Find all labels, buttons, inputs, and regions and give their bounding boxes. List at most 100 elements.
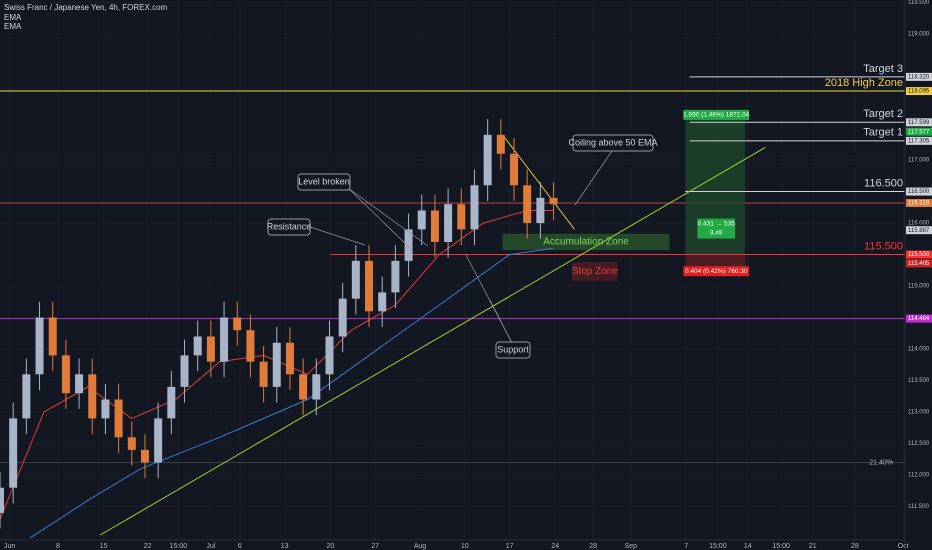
- candle-body: [536, 197, 545, 224]
- callout-box: [297, 173, 351, 191]
- candle-body: [272, 342, 281, 387]
- guide-label: 21.40%: [869, 459, 893, 466]
- price-tag-label: 117.599: [908, 120, 930, 126]
- y-tick-label: 119.500: [908, 0, 930, 6]
- price-tag: [906, 72, 932, 81]
- label-box: [683, 266, 750, 277]
- candle-body: [48, 317, 57, 356]
- callouts: Resistance Level broken Support Coiling …: [267, 134, 658, 359]
- callout-box: [267, 218, 311, 236]
- callout-text: Support: [497, 344, 529, 354]
- candle-body: [101, 399, 110, 419]
- x-tick-label: 15: [100, 543, 108, 550]
- price-tag-label: 115.887: [908, 228, 930, 234]
- candle-body: [299, 374, 308, 400]
- candle-body: [35, 317, 44, 375]
- price-tag-label: 117.577: [908, 129, 930, 135]
- price-tag: [906, 226, 932, 235]
- candle-body: [259, 361, 268, 387]
- stop-label: 0.404 (0.42%) 760.30: [685, 268, 748, 275]
- trend-line: [502, 134, 575, 230]
- candle-body: [312, 374, 321, 400]
- y-tick-label: 112.500: [908, 441, 930, 447]
- callout-box: [495, 341, 531, 359]
- y-tick-label: 115.000: [908, 284, 930, 290]
- price-tag: [906, 187, 932, 196]
- x-tick-label: Jun: [4, 543, 15, 550]
- candle-body: [9, 418, 18, 488]
- candle-body: [325, 336, 334, 375]
- y-tick-label: 114.000: [908, 347, 930, 353]
- candle-body: [285, 342, 294, 375]
- price-tag: [906, 87, 932, 96]
- chart-title: Swiss Franc / Japanese Yen, 4h, FOREX.co…: [4, 3, 168, 12]
- x-tick-label: Sep: [625, 543, 638, 550]
- price-tag-label: 118.320: [908, 74, 930, 80]
- candle-body: [496, 134, 505, 154]
- x-tick-label: 28: [589, 543, 597, 550]
- y-tick-label: 113.000: [908, 410, 930, 416]
- x-tick-label: 17: [506, 543, 514, 550]
- candle-body: [338, 298, 347, 337]
- x-tick-label: 10: [461, 543, 469, 550]
- x-tick-label: 15:00: [170, 543, 188, 550]
- candle-body: [206, 336, 215, 362]
- candle-body: [510, 153, 519, 186]
- candle-body: [378, 292, 387, 312]
- candle-body: [180, 355, 189, 387]
- candle-body: [417, 210, 426, 230]
- zone: [502, 233, 670, 251]
- x-tick-label: Jul: [206, 543, 215, 550]
- level-label: Target 1: [863, 127, 903, 139]
- candle-body: [404, 229, 413, 261]
- price-tag-label: 115.500: [908, 252, 930, 258]
- candle-body: [523, 185, 532, 224]
- price-tag: [906, 118, 932, 127]
- callout-text: Level broken: [298, 176, 350, 186]
- price-tag: [906, 127, 932, 136]
- candle-body: [457, 204, 466, 230]
- y-tick-label: 112.000: [908, 473, 930, 479]
- ema-line: [29, 247, 554, 539]
- x-tick-label: 24: [551, 543, 559, 550]
- callout-box: [572, 134, 654, 152]
- price-tag: [906, 314, 932, 323]
- price-tag: [906, 250, 932, 259]
- x-tick-label: 15:00: [772, 543, 790, 550]
- x-tick-label: 7: [684, 543, 688, 550]
- grid: [0, 0, 905, 540]
- x-tick-label: Oct: [898, 543, 909, 550]
- candle-body: [351, 260, 360, 299]
- callout-pointer: [489, 299, 513, 344]
- candle-body: [0, 487, 4, 513]
- callout-text: Coiling above 50 EMA: [568, 137, 657, 147]
- level-label: Target 2: [863, 108, 903, 120]
- x-tick-label: 20: [326, 543, 334, 550]
- price-tag-label: 118.095: [908, 89, 930, 95]
- callout-text: Resistance: [267, 221, 312, 231]
- label-box: [683, 109, 750, 120]
- x-tick-label: 21: [809, 543, 817, 550]
- candle-body: [391, 260, 400, 293]
- price-tag: [906, 136, 932, 145]
- level-label: 116.500: [864, 177, 903, 189]
- candle-body: [167, 386, 176, 419]
- label-box: [697, 218, 736, 239]
- x-tick-label: 15:00: [709, 543, 727, 550]
- x-tick-label: 6: [238, 543, 242, 550]
- price-tag: [906, 199, 932, 208]
- x-tick-label: 22: [144, 543, 152, 550]
- candle-body: [549, 197, 558, 205]
- y-tick-label: 113.500: [908, 378, 930, 384]
- candle-body: [88, 374, 97, 419]
- y-tick-label: 119.000: [908, 32, 930, 38]
- y-tick-label: 117.000: [908, 158, 930, 164]
- x-tick-label: 8: [56, 543, 60, 550]
- x-tick-label: 13: [281, 543, 289, 550]
- candle-body: [365, 260, 374, 312]
- plot: Jun 8 15 22 15:00 Jul 6 13 20 27 Aug 10 17 24 28 Sep 7 15…: [0, 63, 909, 550]
- level-label: Target 3: [863, 63, 903, 75]
- price-tag-label: 116.318: [908, 201, 930, 207]
- candle-body: [61, 355, 70, 394]
